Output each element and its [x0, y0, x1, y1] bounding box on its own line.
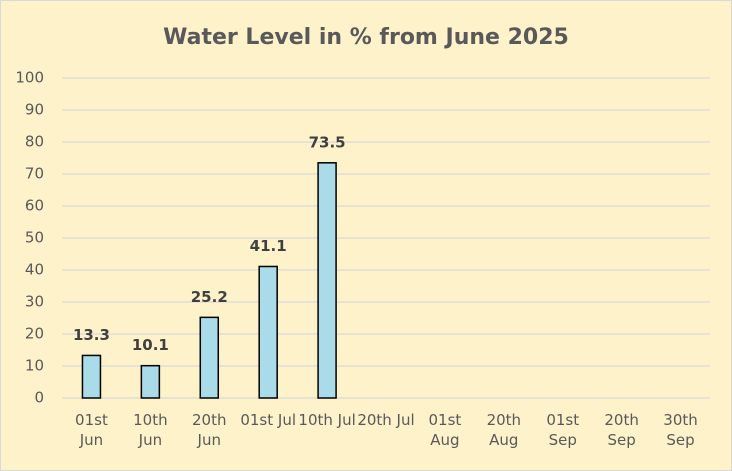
x-tick-label: 20th Jul [357, 411, 415, 429]
data-label: 13.3 [73, 326, 110, 344]
y-tick-label: 40 [25, 261, 44, 279]
y-tick-label: 0 [34, 389, 44, 407]
data-label: 41.1 [250, 237, 287, 255]
data-label: 73.5 [309, 133, 346, 151]
x-tick-label: 01st Sep [546, 411, 580, 449]
bar [199, 316, 220, 399]
x-tick-label: 01st Aug [428, 411, 462, 449]
y-tick-label: 100 [15, 69, 44, 87]
x-tick-label: 10th Jun [133, 411, 168, 449]
bar [81, 354, 102, 399]
bar [140, 364, 161, 399]
y-tick-label: 50 [25, 229, 44, 247]
x-tick-label: 20th Jun [192, 411, 227, 449]
y-tick-label: 80 [25, 133, 44, 151]
data-label: 25.2 [191, 288, 228, 306]
data-label: 10.1 [132, 336, 169, 354]
bar [317, 162, 337, 399]
chart-title: Water Level in % from June 2025 [163, 25, 569, 50]
y-tick-label: 60 [25, 197, 44, 215]
bar [258, 265, 278, 399]
x-tick-label: 01st Jul [240, 411, 296, 429]
y-tick-label: 90 [25, 101, 44, 119]
x-tick-label: 20th Sep [604, 411, 639, 449]
x-tick-label: 10th Jul [298, 411, 356, 429]
y-tick-label: 20 [25, 325, 44, 343]
y-tick-label: 70 [25, 165, 44, 183]
x-tick-label: 30th Sep [663, 411, 698, 449]
x-tick-label: 01st Jun [75, 411, 108, 449]
y-tick-label: 30 [25, 293, 44, 311]
x-tick-label: 20th Aug [486, 411, 522, 449]
y-tick-label: 10 [25, 357, 44, 375]
